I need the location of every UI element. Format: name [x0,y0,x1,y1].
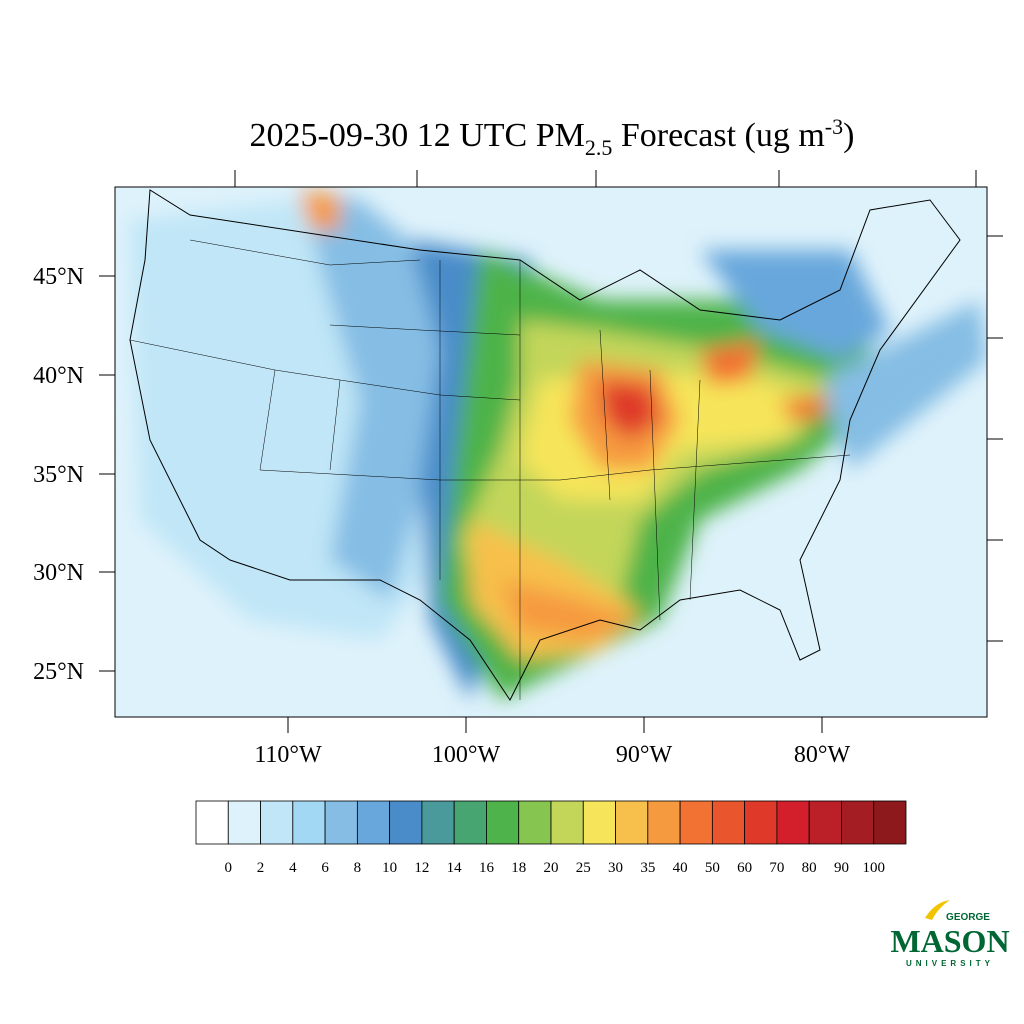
colorbar-label: 50 [705,860,720,876]
title-subscript: 2.5 [585,135,613,160]
latitude-label: 25°N [33,659,84,685]
title-text: Forecast (ug m [612,117,824,154]
colorbar-box [647,800,681,845]
colorbar-label: 80 [802,860,817,876]
colorbar-box [873,800,907,845]
logo-middle: MASON [890,923,1009,959]
colorbar-label: 20 [544,860,559,876]
colorbar: 0 2 4 6 8 10 12 14 16 18 20 25 30 35 40 50 60 70 80 90 100 [195,800,907,876]
latitude-label: 30°N [33,560,84,586]
map-frame [114,186,988,718]
colorbar-box [550,800,584,845]
logo-bottom: UNIVERSITY [906,959,994,968]
colorbar-label: 100 [862,860,885,876]
colorbar-label: 8 [354,860,362,876]
colorbar-label: 18 [511,860,526,876]
colorbar-box [744,800,778,845]
colorbar-box [518,800,552,845]
colorbar-label: 4 [289,860,297,876]
title-text: ) [843,117,854,154]
colorbar-box [711,800,746,845]
colorbar-box [195,800,229,845]
colorbar-box [486,800,520,845]
colorbar-label: 12 [414,860,429,876]
colorbar-label: 14 [447,860,463,876]
title: 2025-09-30 12 UTC PM2.5 Forecast (ug m-3… [250,114,855,160]
longitude-label: 90°W [616,742,673,768]
colorbar-box [356,800,391,845]
colorbar-label: 40 [673,860,688,876]
colorbar-box [841,800,875,845]
logo-top: GEORGE [946,912,990,923]
colorbar-box [389,800,423,845]
colorbar-box [292,800,326,845]
colorbar-box [227,800,261,845]
colorbar-box [421,800,455,845]
colorbar-box [776,800,810,845]
colorbar-label: 70 [769,860,784,876]
colorbar-label: 6 [321,860,329,876]
colorbar-box [260,800,294,845]
colorbar-box [582,800,616,845]
colorbar-label: 25 [576,860,591,876]
latitude-label: 35°N [33,462,84,488]
colorbar-label: 90 [834,860,849,876]
map-field [115,187,987,717]
colorbar-box [324,800,358,845]
frame-ticks [99,170,1003,733]
longitude-label: 100°W [432,742,501,768]
colorbar-label: 0 [225,860,233,876]
logo: GEORGE MASON UNIVERSITY [890,900,1010,968]
longitude-label: 110°W [254,742,322,768]
colorbar-label: 30 [608,860,623,876]
longitude-label: 80°W [794,742,851,768]
colorbar-box [679,800,713,845]
colorbar-label: 60 [737,860,752,876]
colorbar-box [808,800,842,845]
title-text: 2025-09-30 12 UTC PM [250,117,585,154]
latitude-label: 45°N [33,264,84,290]
latitude-label: 40°N [33,363,84,389]
colorbar-label: 35 [640,860,655,876]
title-superscript: -3 [825,114,843,139]
colorbar-box [615,800,649,845]
colorbar-label: 10 [382,860,397,876]
colorbar-box [453,800,487,845]
colorbar-label: 2 [257,860,265,876]
colorbar-label: 16 [479,860,495,876]
